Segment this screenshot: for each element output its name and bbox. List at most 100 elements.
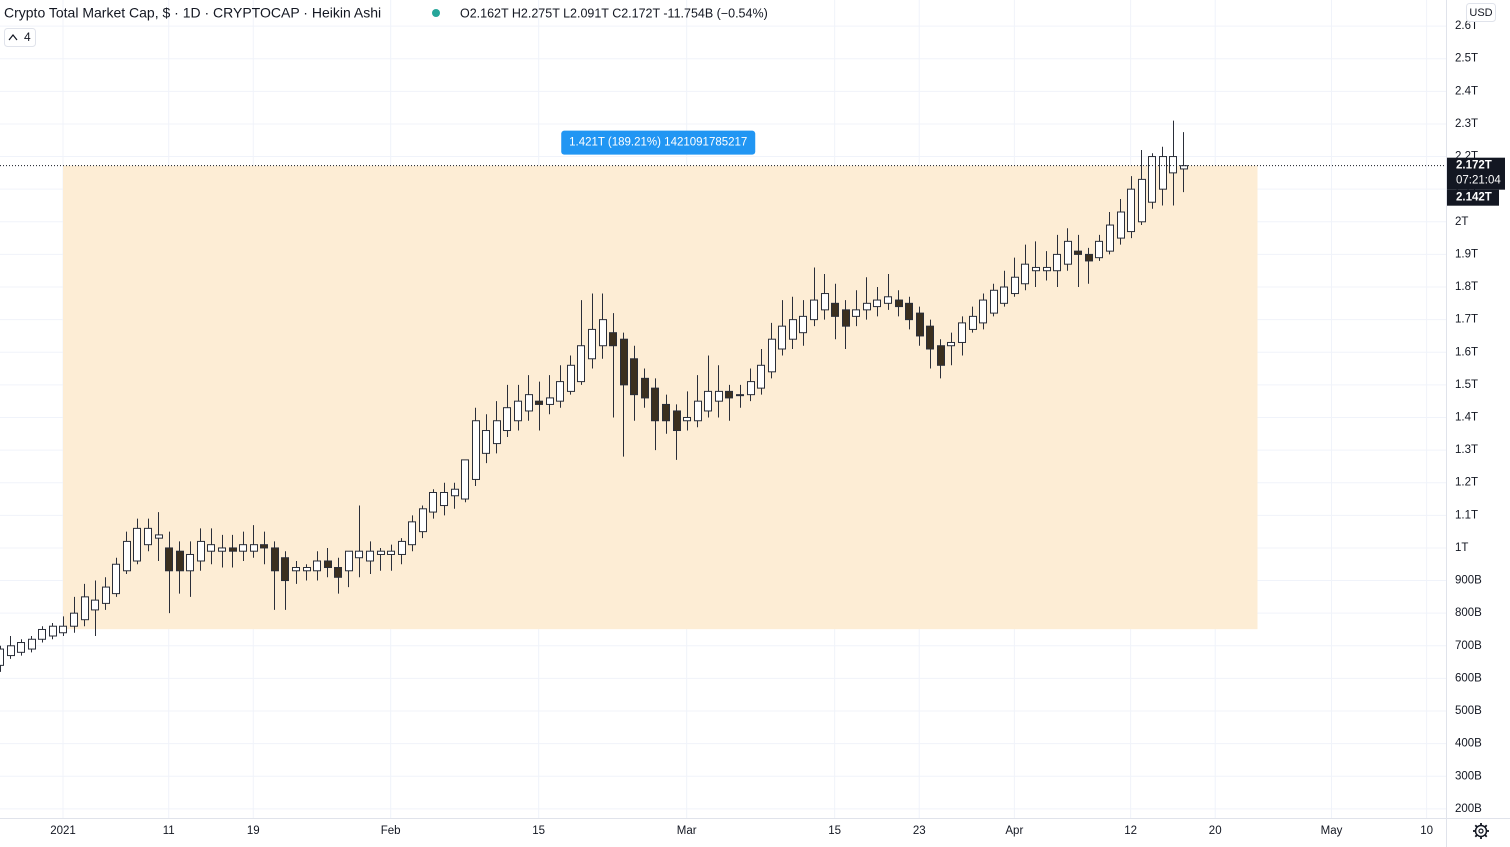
candle-body: [503, 407, 511, 432]
y-tick-label: 1.2T: [1455, 477, 1478, 489]
y-tick-label: 200B: [1455, 803, 1482, 815]
y-tick-label: 900B: [1455, 575, 1482, 587]
candle-body: [112, 563, 120, 595]
candle-body: [630, 358, 638, 396]
candle-body: [673, 410, 681, 432]
candle-body: [694, 400, 702, 422]
y-tick-label: 1.1T: [1455, 509, 1478, 521]
price-axis-labels: 2.172T 07:21:04 2.142T: [1447, 157, 1505, 206]
candle-body: [747, 381, 755, 396]
candle-body: [102, 586, 110, 604]
candle-body: [1117, 211, 1125, 239]
candle-body: [1000, 286, 1008, 304]
candle-body: [218, 547, 226, 552]
candle-body: [461, 459, 469, 500]
candle-body: [155, 534, 163, 539]
y-tick-label: 1.5T: [1455, 379, 1478, 391]
candle-body: [17, 642, 25, 653]
candle-body: [1021, 263, 1029, 285]
candle-body: [937, 345, 945, 366]
candle-body: [588, 328, 596, 360]
y-tick-label: 2.4T: [1455, 85, 1478, 97]
candle-body: [334, 567, 342, 578]
x-tick-label: May: [1321, 825, 1343, 837]
candle-body: [81, 596, 89, 621]
candle-body: [1011, 276, 1019, 295]
candle-body: [472, 420, 480, 480]
candle-body: [91, 599, 99, 611]
time-axis-bg: [0, 818, 1446, 847]
candle-body: [1138, 178, 1146, 223]
x-tick-label: 2021: [50, 825, 76, 837]
candle-body: [895, 299, 903, 308]
y-tick-label: 1.6T: [1455, 346, 1478, 358]
candle-body: [979, 299, 987, 324]
candle-body: [38, 628, 46, 640]
candle-body: [556, 381, 564, 402]
candle-body: [451, 488, 459, 497]
candle-body: [990, 289, 998, 314]
candle-body: [525, 394, 533, 412]
candle-body: [1148, 156, 1156, 203]
candle-body: [736, 394, 744, 397]
candle-body: [59, 625, 67, 634]
candle-body: [408, 521, 416, 546]
second-price-box: [1447, 189, 1499, 206]
overlay: 1.421T (189.21%) 1421091785217: [0, 130, 1446, 167]
settings-icon[interactable]: [1473, 823, 1489, 839]
last-price-label: 2.172T: [1456, 160, 1492, 172]
x-tick-label: 10: [1420, 825, 1433, 837]
candle-body: [842, 309, 850, 327]
y-tick-label: 1.3T: [1455, 444, 1478, 456]
candle-body: [387, 550, 395, 555]
candle-body: [768, 338, 776, 373]
candle-body: [292, 567, 300, 572]
candle-body: [281, 557, 289, 582]
candle-body: [28, 638, 36, 650]
candle-body: [176, 550, 184, 572]
candle-body: [366, 550, 374, 562]
range-box: [62, 165, 1258, 630]
candle-body: [260, 544, 268, 549]
currency-button[interactable]: [1466, 3, 1496, 22]
candle-body: [271, 547, 279, 572]
candle-body: [303, 567, 311, 572]
currency-label: USD: [1469, 7, 1492, 19]
candle-body: [683, 416, 691, 422]
candle-body: [662, 403, 670, 422]
y-tick-label: 700B: [1455, 640, 1482, 652]
candle-body: [1053, 253, 1061, 272]
candle-body: [207, 544, 215, 552]
indicator-toggle[interactable]: [4, 28, 36, 47]
countdown-label: 07:21:04: [1456, 175, 1501, 187]
candle-body: [810, 299, 818, 321]
candle-body: [440, 491, 448, 507]
candle-body: [377, 550, 385, 555]
candle-body: [958, 322, 966, 343]
candle-body: [799, 315, 807, 334]
x-tick-label: 15: [828, 825, 841, 837]
candle-body: [757, 364, 765, 389]
candle-body: [229, 547, 237, 552]
candle-body: [609, 332, 617, 347]
x-tick-label: 23: [913, 825, 926, 837]
candle-body: [567, 364, 575, 392]
candle-body: [144, 527, 152, 546]
price-range: [62, 165, 1258, 630]
candle-body: [905, 302, 913, 321]
candle-body: [419, 508, 427, 533]
candle-body: [715, 390, 723, 402]
x-tick-label: 12: [1124, 825, 1137, 837]
candle-body: [49, 625, 57, 637]
candle-body: [197, 540, 205, 562]
candle-body: [1180, 165, 1188, 170]
x-tick-label: 11: [163, 825, 175, 837]
y-tick-label: 600B: [1455, 672, 1482, 684]
x-tick-label: Mar: [677, 825, 697, 837]
x-tick-label: 19: [247, 825, 260, 837]
candle-body: [313, 560, 321, 572]
candle-body: [345, 550, 353, 572]
symbol-title: Crypto Total Market Cap, $ · 1D · CRYPTO…: [4, 5, 381, 21]
price-axis-bg: [1446, 0, 1510, 847]
